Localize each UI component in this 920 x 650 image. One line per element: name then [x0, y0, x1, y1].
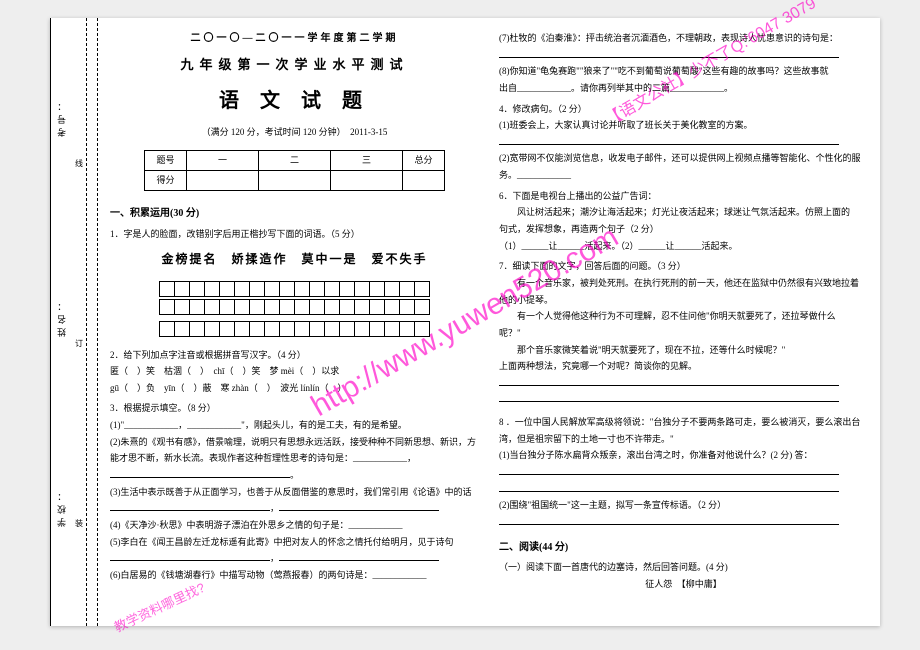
- q4-2b: 务。____________: [499, 167, 868, 184]
- header-grade: 九年级第一次学业水平测试: [110, 53, 479, 77]
- exam-header: 二〇一〇—二〇一一学年度第二学期 九年级第一次学业水平测试 语 文 试 题 （满…: [110, 30, 479, 140]
- grid-row-2: [110, 299, 479, 315]
- answer-line: [499, 57, 839, 58]
- q2-text: 2．给下列加点字注音或根据拼音写汉字。（4 分）: [110, 347, 479, 364]
- answer-line: [499, 474, 839, 475]
- q3-8b: 出自____________。请你再列举其中的二篇____________。: [499, 80, 868, 97]
- answer-grid: [110, 281, 479, 337]
- table-row: 得分: [145, 171, 445, 191]
- q3-8a: (8)你知道"龟兔赛跑""狼来了""吃不到葡萄说葡萄酸"这些有趣的故事吗？这些故…: [499, 63, 868, 80]
- q4-text: 4．修改病句。（2 分）: [499, 101, 868, 118]
- answer-line: [499, 144, 839, 145]
- header-term: 二〇一〇—二〇一一学年度第二学期: [110, 30, 479, 49]
- column-left: 二〇一〇—二〇一一学年度第二学期 九年级第一次学业水平测试 语 文 试 题 （满…: [110, 30, 479, 614]
- column-right: (7)杜牧的《泊秦淮》：抨击统治者沉湎酒色，不理朝政，表现诗人忧患意识的诗句是：…: [499, 30, 868, 614]
- q7-b: 他的小提琴。: [499, 292, 868, 309]
- q6-b: 句式，发挥想象，再造两个句子（2 分）: [499, 221, 868, 238]
- q3-4: (4)《天净沙·秋思》中表明游子漂泊在外思乡之情的句子是：___________…: [110, 517, 479, 534]
- q4-1: (1)班委会上，大家认真讨论并听取了班长关于美化教室的方案。: [499, 117, 868, 134]
- q3-7: (7)杜牧的《泊秦淮》：抨击统治者沉湎酒色，不理朝政，表现诗人忧患意识的诗句是：: [499, 30, 868, 47]
- answer-line: [279, 510, 439, 511]
- binding-label-school: 学校：: [55, 488, 68, 527]
- q6-text: 6．下面是电视台上播出的公益广告词：: [499, 188, 868, 205]
- q2-line-a: 匿（ ）笑 枯涸（ ） chī（ ）笑 梦 mèi（ ）以求: [110, 363, 479, 380]
- binding-mark-2: 订: [75, 338, 83, 349]
- exam-page: 考号： 姓名： 学校： 线 订 装 二〇一〇—二〇一一学年度第二学期 九年级第一…: [50, 18, 880, 626]
- table-row: 题号 一 二 三 总分: [145, 151, 445, 171]
- idiom-line: 金榜提名 娇揉造作 莫中一是 爱不失手: [110, 248, 479, 270]
- q2-line-b: gū（ ）负 yīn（ ）蔽 寒 zhàn（ ） 波光 línlín（ ）: [110, 380, 479, 397]
- content-area: 二〇一〇—二〇一一学年度第二学期 九年级第一次学业水平测试 语 文 试 题 （满…: [110, 30, 868, 614]
- poem-title: 征人怨 【柳中庸】: [499, 576, 868, 593]
- answer-line: [499, 491, 839, 492]
- binding-margin: 考号： 姓名： 学校： 线 订 装: [50, 18, 98, 626]
- answer-line: [499, 385, 839, 386]
- answer-line: [110, 560, 270, 561]
- q7-a: 有一个音乐家，被判处死刑。在执行死刑的前一天，他还在监狱中仍然很有兴致地拉着: [499, 275, 868, 292]
- q1-text: 1．字是人的脸面，改错别字后用正楷抄写下面的词语。（5 分）: [110, 226, 479, 243]
- binding-label-name: 姓名：: [55, 298, 68, 337]
- q3-text: 3．根据提示填空。（8 分）: [110, 400, 479, 417]
- q3-2: (2)朱熹的《观书有感》，借景喻理，说明只有思想永远活跃，接受种种不同新思想、新…: [110, 434, 479, 467]
- q4-2: (2)宽带网不仅能浏览信息，收发电子邮件，还可以提供网上视频点播等智能化、个性化…: [499, 150, 868, 167]
- reading-1: （一）阅读下面一首唐代的边塞诗，然后回答问题。(4 分): [499, 559, 868, 576]
- q8-a: (1)当台独分子陈水扁背众叛亲，滚出台湾之时，你准备对他说什么？(2 分) 答：: [499, 447, 868, 464]
- q8-b: (2)围绕"祖国统一"这一主题，拟写一条宣传标语。（2 分）: [499, 497, 868, 514]
- q7-f: 上面两种想法，究竟哪一个对呢？简谈你的见解。: [499, 358, 868, 375]
- binding-mark-1: 线: [75, 158, 83, 169]
- section-1-title: 一、积累运用(30 分): [110, 205, 479, 224]
- grid-row-1: [110, 281, 479, 297]
- score-table: 题号 一 二 三 总分 得分: [144, 150, 445, 191]
- q8-h: 8 ．一位中国人民解放军高级将领说："台独分子不要两条路可走，要么被消灭，要么滚…: [499, 414, 868, 431]
- header-meta: （满分 120 分，考试时间 120 分钟） 2011-3-15: [110, 124, 479, 141]
- q6-a: 风让树活起来；潮汐让海活起来；灯光让夜活起来；球迷让气氛活起来。仿照上面的: [499, 204, 868, 221]
- q3-6: (6)白居易的《钱塘湖春行》中描写动物（莺燕报春）的两句诗是：_________…: [110, 567, 479, 584]
- answer-line: [499, 524, 839, 525]
- answer-line: [279, 560, 439, 561]
- q6-c: （1）______让______活起来。（2）______让______活起来。: [499, 238, 868, 255]
- q3-3: (3)生活中表示既善于从正面学习，也善于从反面借鉴的意思时，我们常引用《论语》中…: [110, 484, 479, 501]
- binding-mark-3: 装: [75, 518, 83, 529]
- binding-label-examid: 考号：: [55, 98, 68, 137]
- q7-d: 呢？": [499, 325, 868, 342]
- q8-h2: 湾，但是祖宗留下的土地一寸也不许带走。": [499, 431, 868, 448]
- q3-5: (5)李白在《闻王昌龄左迁龙标遥有此寄》中把对友人的怀念之情托付给明月，见于诗句: [110, 534, 479, 551]
- q3-1: (1)"____________，____________"，刚起头儿，有的是工…: [110, 417, 479, 434]
- answer-line: [110, 510, 270, 511]
- q7-e: 那个音乐家微笑着说"明天就要死了，现在不拉，还等什么时候呢？": [499, 342, 868, 359]
- grid-row-3: [110, 321, 479, 337]
- q7-c: 有一个人觉得他这种行为不可理解，忍不住问他"你明天就要死了，还拉琴做什么: [499, 308, 868, 325]
- section-2-title: 二、阅读(44 分): [499, 539, 868, 558]
- header-title: 语 文 试 题: [110, 83, 479, 120]
- answer-line: [110, 477, 290, 478]
- q7-text: 7．细读下面的文字，回答后面的问题。（3 分）: [499, 258, 868, 275]
- answer-line: [499, 401, 839, 402]
